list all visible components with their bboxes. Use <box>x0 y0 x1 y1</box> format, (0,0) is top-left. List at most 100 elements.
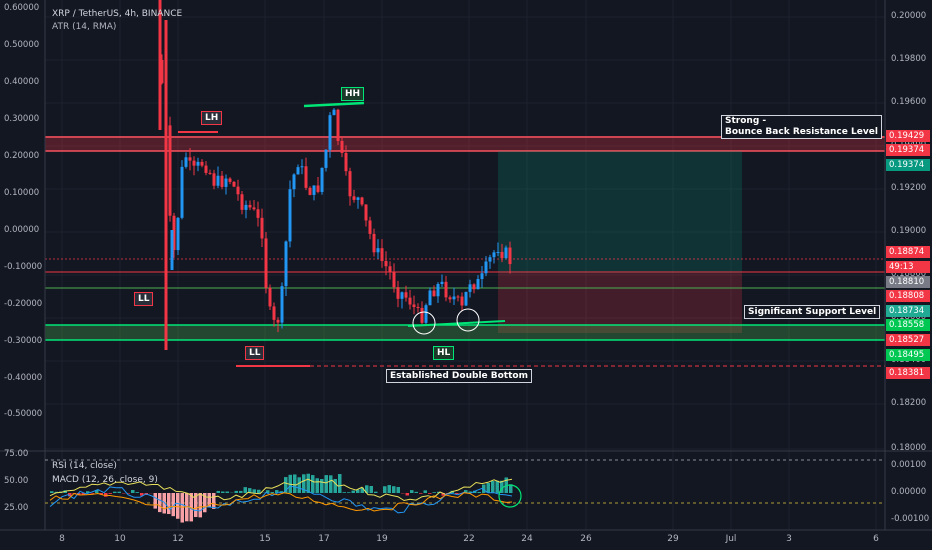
candle-body <box>384 260 388 267</box>
candle-body <box>228 178 232 182</box>
rsi-axis-tick: 75.00 <box>4 449 29 459</box>
candle-body <box>196 161 200 166</box>
hh-line <box>303 101 365 108</box>
candle-body <box>244 204 248 210</box>
macd-hist-bar <box>437 491 441 493</box>
candle-body <box>236 186 240 195</box>
macd-hist-bar <box>176 493 180 519</box>
candle-body <box>332 109 336 116</box>
macd-hist-bar <box>135 492 139 493</box>
macd-hist-bar <box>216 490 220 493</box>
atr-label: ATR (14, RMA) <box>52 22 117 32</box>
candle-body <box>208 172 212 174</box>
candle-body <box>272 306 276 320</box>
macd-hist-bar <box>171 493 175 517</box>
candle-body <box>388 266 392 273</box>
candle-body <box>328 115 332 150</box>
macd-hist-bar <box>113 491 117 493</box>
macd-hist-bar <box>342 492 346 493</box>
candle-body <box>320 167 324 192</box>
candle-body <box>448 297 452 300</box>
price-tag: 0.18381 <box>886 367 930 379</box>
candle-body <box>376 248 380 253</box>
candle-body <box>444 281 448 298</box>
x-axis-tick: 17 <box>318 534 330 544</box>
macd-hist-bar <box>140 493 144 496</box>
right-axis-tick: 0.18600 <box>891 312 927 322</box>
macd-hist-bar <box>167 493 171 515</box>
left-axis-tick: 0.00000 <box>4 225 40 235</box>
double-bottom-line <box>407 320 506 327</box>
x-axis-tick: 26 <box>580 534 592 544</box>
macd-hist-bar <box>464 490 468 493</box>
macd-hist-bar <box>99 493 103 495</box>
macd-hist-bar <box>477 491 481 493</box>
macd-hist-bar <box>315 478 319 493</box>
lh-label: LH <box>201 111 223 125</box>
macd-hist-bar <box>194 493 198 518</box>
candle-body <box>288 189 292 242</box>
candle-body <box>158 0 162 130</box>
resistance-zone <box>45 136 885 151</box>
macd-signal-line <box>49 492 513 512</box>
candle-body <box>316 185 320 192</box>
macd-hist-bar <box>405 493 409 496</box>
candle-body <box>352 196 356 200</box>
macd-hist-bar <box>338 474 342 493</box>
candle-body <box>488 257 492 262</box>
candle-body <box>460 296 464 306</box>
candle-body <box>180 166 184 218</box>
macd-highlight-circle <box>498 484 522 508</box>
macd-hist-bar <box>81 493 85 495</box>
macd-hist-bar <box>356 489 360 493</box>
candle-body <box>396 287 400 299</box>
macd-hist-bar <box>441 493 445 496</box>
candle-body <box>464 291 468 306</box>
x-axis-tick: 19 <box>376 534 388 544</box>
candle-body <box>432 290 436 297</box>
price-tag: 0.18734 <box>886 305 930 317</box>
hh-label: HH <box>341 87 365 101</box>
macd-hist-bar <box>221 491 225 493</box>
macd-hist-bar <box>410 490 414 493</box>
candle-body <box>240 194 244 210</box>
candle-body <box>456 296 460 298</box>
macd-hist-bar <box>252 489 256 493</box>
candle-body <box>424 305 428 323</box>
candle-body <box>212 173 216 186</box>
candle-body <box>496 251 500 253</box>
macd-hist-bar <box>423 490 427 493</box>
right-axis-tick: 0.19200 <box>891 183 927 193</box>
candle-body <box>480 273 484 280</box>
candle-body <box>344 152 348 172</box>
candle-body <box>364 204 368 221</box>
macd-hist-bar <box>239 490 243 493</box>
macd-hist-bar <box>365 485 369 493</box>
macd-hist-bar <box>234 490 238 493</box>
macd-hist-bar <box>162 493 166 514</box>
right-axis-tick: 0.19600 <box>891 97 927 107</box>
left-axis-tick: -0.40000 <box>4 373 43 383</box>
candle-body <box>408 297 412 305</box>
macd-hist-bar <box>347 492 351 493</box>
double-bottom-label: Established Double Bottom <box>386 369 532 383</box>
hl-label: HL <box>433 346 455 360</box>
candle-body <box>412 304 416 307</box>
candle-body <box>500 251 504 259</box>
candle-body <box>452 296 456 300</box>
rsi-axis-tick: 50.00 <box>4 476 29 486</box>
macd-hist-bar <box>158 493 162 513</box>
x-axis-tick: 6 <box>873 534 879 544</box>
x-axis-tick: 22 <box>463 534 475 544</box>
candle-body <box>176 217 180 251</box>
x-axis-tick: Jul <box>725 534 737 544</box>
macd-hist-bar <box>207 493 211 508</box>
right-axis-tick: 0.18200 <box>891 398 927 408</box>
candle-body <box>204 165 208 173</box>
price-tag: 0.18558 <box>886 319 930 331</box>
candle-body <box>416 306 420 308</box>
candle-body <box>256 209 260 218</box>
macd-hist-bar <box>306 473 310 493</box>
candle-body <box>280 286 284 323</box>
